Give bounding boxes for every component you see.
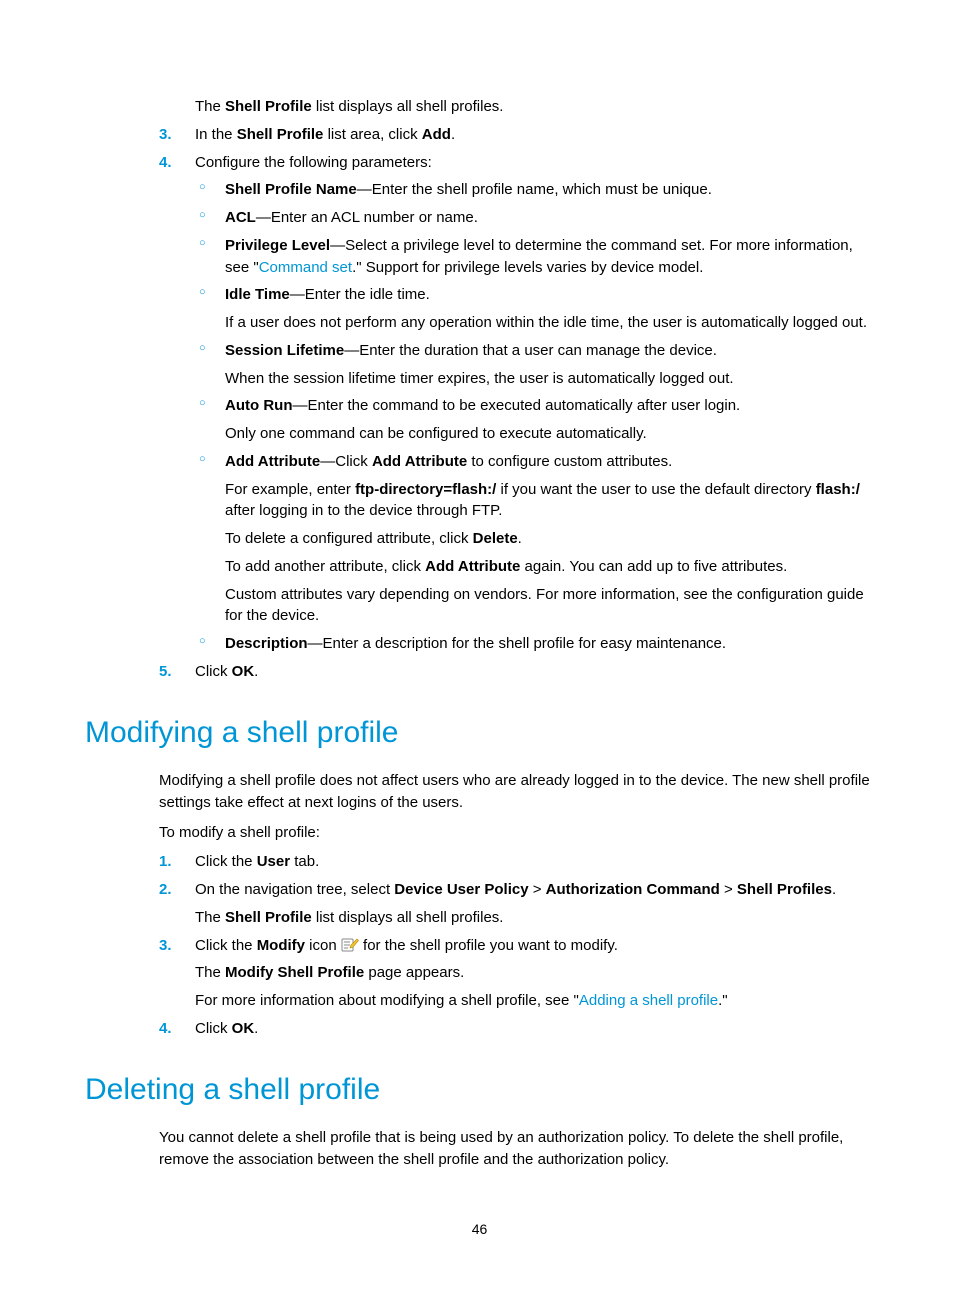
step-2: 2. On the navigation tree, select Device… xyxy=(159,879,874,929)
param-shell-profile-name: Shell Profile Name—Enter the shell profi… xyxy=(195,179,874,201)
text: For example, enter ftp-directory=flash:/… xyxy=(225,479,874,523)
bold-text: Idle Time xyxy=(225,286,290,303)
bold-text: Description xyxy=(225,635,308,652)
text: —Enter a description for the shell profi… xyxy=(308,635,727,652)
text: —Enter an ACL number or name. xyxy=(256,209,478,226)
step-number: 5. xyxy=(159,661,172,683)
step-number: 4. xyxy=(159,152,172,174)
text: —Click xyxy=(320,453,372,470)
bold-text: Add xyxy=(422,126,451,143)
text: In the xyxy=(195,126,237,143)
parameters-list: Shell Profile Name—Enter the shell profi… xyxy=(195,179,874,655)
text: To delete a configured attribute, click … xyxy=(225,528,874,550)
step-1: 1. Click the User tab. xyxy=(159,851,874,873)
text: Modifying a shell profile does not affec… xyxy=(159,770,874,814)
text: For more information about modifying a s… xyxy=(195,990,874,1012)
param-session-lifetime: Session Lifetime—Enter the duration that… xyxy=(195,340,874,390)
text: The Modify Shell Profile page appears. xyxy=(195,962,874,984)
bold-text: Shell Profile Name xyxy=(225,181,357,198)
text: for the shell profile you want to modify… xyxy=(363,937,618,954)
text: Click the xyxy=(195,853,257,870)
bold-text: Privilege Level xyxy=(225,237,330,254)
text: If a user does not perform any operation… xyxy=(225,312,874,334)
step-number: 3. xyxy=(159,935,172,957)
step-number: 4. xyxy=(159,1018,172,1040)
step-3: 3. In the Shell Profile list area, click… xyxy=(159,124,874,146)
text: On the navigation tree, select xyxy=(195,881,394,898)
text: list area, click xyxy=(323,126,421,143)
param-privilege-level: Privilege Level—Select a privilege level… xyxy=(195,235,874,279)
bold-text: ACL xyxy=(225,209,256,226)
steps-list-2: 1. Click the User tab. 2. On the navigat… xyxy=(159,851,874,1039)
bold-text: Shell Profile xyxy=(225,98,312,115)
bold-text: Add Attribute xyxy=(225,453,320,470)
step-number: 1. xyxy=(159,851,172,873)
steps-list-1: 3. In the Shell Profile list area, click… xyxy=(159,124,874,683)
step-4: 4. Click OK. xyxy=(159,1018,874,1040)
text: Only one command can be configured to ex… xyxy=(225,423,874,445)
page-number: 46 xyxy=(85,1219,874,1239)
text: Custom attributes vary depending on vend… xyxy=(225,584,874,628)
text: . xyxy=(254,663,258,680)
text: Configure the following parameters: xyxy=(195,154,432,171)
command-set-link[interactable]: Command set xyxy=(259,259,352,276)
text: —Enter the command to be executed automa… xyxy=(292,397,740,414)
bold-text: OK xyxy=(232,663,255,680)
step-number: 2. xyxy=(159,879,172,901)
param-auto-run: Auto Run—Enter the command to be execute… xyxy=(195,395,874,445)
bold-text: User xyxy=(257,853,290,870)
text: The Shell Profile list displays all shel… xyxy=(195,907,874,929)
text: list displays all shell profiles. xyxy=(312,98,504,115)
bold-text: Session Lifetime xyxy=(225,342,344,359)
text: The xyxy=(195,98,225,115)
text: tab. xyxy=(290,853,319,870)
step-5: 5. Click OK. xyxy=(159,661,874,683)
param-description: Description—Enter a description for the … xyxy=(195,633,874,655)
text: To add another attribute, click Add Attr… xyxy=(225,556,874,578)
heading-modifying: Modifying a shell profile xyxy=(85,711,874,755)
text: —Enter the idle time. xyxy=(290,286,430,303)
text: Click the xyxy=(195,937,257,954)
param-add-attribute: Add Attribute—Click Add Attribute to con… xyxy=(195,451,874,627)
param-idle-time: Idle Time—Enter the idle time. If a user… xyxy=(195,284,874,334)
step-3: 3. Click the Modify icon for the shell p… xyxy=(159,935,874,1012)
text: to configure custom attributes. xyxy=(467,453,672,470)
step-number: 3. xyxy=(159,124,172,146)
step-4: 4. Configure the following parameters: S… xyxy=(159,152,874,655)
text: When the session lifetime timer expires,… xyxy=(225,368,874,390)
modify-icon xyxy=(341,937,359,953)
bold-text: Auto Run xyxy=(225,397,292,414)
text: You cannot delete a shell profile that i… xyxy=(159,1127,874,1171)
text: To modify a shell profile: xyxy=(159,822,874,844)
text: Click xyxy=(195,1020,232,1037)
heading-deleting: Deleting a shell profile xyxy=(85,1068,874,1112)
text: . xyxy=(451,126,455,143)
adding-shell-profile-link[interactable]: Adding a shell profile xyxy=(579,992,718,1009)
bold-text: Shell Profile xyxy=(237,126,324,143)
steps-list-continued: The Shell Profile list displays all shel… xyxy=(159,96,874,118)
text: ." Support for privilege levels varies b… xyxy=(352,259,703,276)
text: —Enter the shell profile name, which mus… xyxy=(357,181,712,198)
page-content: The Shell Profile list displays all shel… xyxy=(85,96,874,1171)
text: Click xyxy=(195,663,232,680)
bold-text: Add Attribute xyxy=(372,453,467,470)
text: —Enter the duration that a user can mana… xyxy=(344,342,717,359)
param-acl: ACL—Enter an ACL number or name. xyxy=(195,207,874,229)
